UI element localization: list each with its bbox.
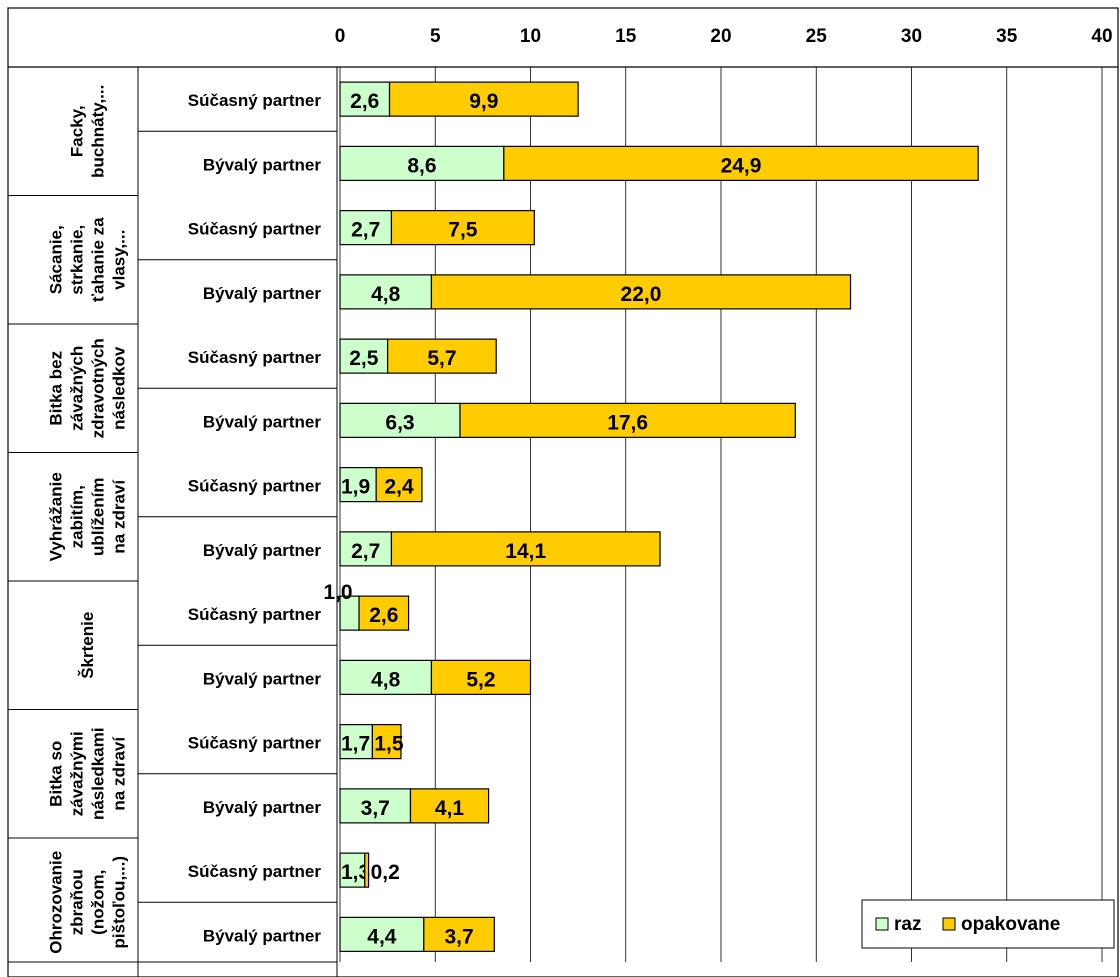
bar-segment-opakovane bbox=[423, 916, 495, 952]
x-tick-label: 0 bbox=[335, 26, 346, 47]
x-tick-label: 15 bbox=[615, 26, 637, 47]
bar-segment-raz bbox=[339, 531, 393, 567]
bar-segment-opakovane bbox=[503, 145, 979, 181]
data-label-raz: 1,0 bbox=[323, 581, 352, 604]
data-label-raz: 4,8 bbox=[371, 668, 401, 691]
data-label-raz: 4,8 bbox=[371, 283, 401, 306]
bar-segment-opakovane bbox=[390, 531, 661, 567]
category-label: Súčasný partner bbox=[188, 734, 322, 753]
bar-segment-raz bbox=[339, 467, 377, 503]
bar-segment-raz bbox=[339, 659, 433, 695]
category-label: Bývalý partner bbox=[203, 155, 321, 174]
bar-segment-opakovane bbox=[430, 274, 852, 310]
x-tick-label: 10 bbox=[520, 26, 541, 47]
data-label-opakovane: 9,9 bbox=[469, 90, 498, 113]
category-label: Súčasný partner bbox=[188, 605, 322, 624]
category-label: Bývalý partner bbox=[203, 798, 321, 817]
x-tick-label: 20 bbox=[710, 26, 731, 47]
data-label-raz: 1,9 bbox=[341, 476, 370, 499]
data-label-raz: 2,6 bbox=[350, 90, 379, 113]
category-label: Bývalý partner bbox=[203, 284, 321, 303]
bar-segment-opakovane bbox=[388, 81, 579, 117]
data-label-opakovane: 17,6 bbox=[607, 411, 648, 434]
data-label-opakovane: 0,2 bbox=[371, 861, 400, 884]
x-tick-label: 25 bbox=[806, 26, 828, 47]
bar-segment-raz bbox=[339, 210, 393, 246]
bars: 2,6 9,9 8,6 24,9 2,7 7,5 4,8 22,0 2,5 5,7 6,3 17,6 1… bbox=[323, 81, 979, 952]
category-label: Súčasný partner bbox=[188, 862, 322, 881]
bar-segment-opakovane bbox=[390, 210, 535, 246]
bar-segment-raz bbox=[339, 852, 366, 888]
data-label-opakovane: 22,0 bbox=[621, 283, 662, 306]
data-label-opakovane: 5,7 bbox=[427, 347, 456, 370]
legend-box bbox=[861, 899, 1115, 949]
category-labels: Súčasný partner Bývalý partner Súčasný par… bbox=[188, 91, 322, 945]
data-label-opakovane: 3,7 bbox=[444, 925, 473, 948]
data-label-raz: 1,3 bbox=[341, 861, 370, 884]
x-tick-label: 40 bbox=[1091, 26, 1112, 47]
data-label-opakovane: 2,6 bbox=[369, 604, 398, 627]
category-label: Bývalý partner bbox=[203, 412, 321, 431]
bar-segment-raz bbox=[339, 338, 389, 374]
bar-segment-raz bbox=[339, 402, 461, 438]
bar-segment-opakovane bbox=[387, 338, 497, 374]
category-label: Bývalý partner bbox=[203, 926, 321, 945]
data-label-opakovane: 1,5 bbox=[374, 733, 404, 756]
data-label-raz: 3,7 bbox=[361, 797, 390, 820]
group-label: Vyhrážanie zabitím, ublížením na zdraví bbox=[47, 472, 129, 561]
group-label: Škrtenie bbox=[78, 612, 97, 679]
data-label-opakovane: 7,5 bbox=[448, 219, 478, 242]
category-label: Bývalý partner bbox=[203, 669, 321, 688]
data-label-opakovane: 5,2 bbox=[466, 668, 495, 691]
category-label: Súčasný partner bbox=[188, 91, 322, 110]
table-frame bbox=[7, 7, 1119, 977]
data-label-raz: 2,5 bbox=[349, 347, 379, 370]
bar-segment-opakovane bbox=[375, 467, 423, 503]
bar-segment-opakovane bbox=[358, 595, 410, 631]
bar-segment-opakovane bbox=[459, 402, 796, 438]
x-axis-tick-labels: 0 5 10 15 20 25 30 35 40 bbox=[335, 26, 1113, 47]
data-label-raz: 2,7 bbox=[351, 540, 380, 563]
bar-segment-raz bbox=[339, 788, 412, 824]
bar-segment-opakovane bbox=[364, 852, 370, 888]
data-label-opakovane: 14,1 bbox=[505, 540, 546, 563]
data-label-raz: 4,4 bbox=[367, 925, 397, 948]
bar-segment-opakovane bbox=[409, 788, 490, 824]
legend: raz opakovane bbox=[861, 899, 1115, 949]
data-label-raz: 6,3 bbox=[385, 411, 414, 434]
category-label: Súčasný partner bbox=[188, 348, 322, 367]
legend-label: raz bbox=[894, 914, 921, 935]
category-label: Bývalý partner bbox=[203, 541, 321, 560]
legend-swatch bbox=[942, 917, 956, 931]
data-label-raz: 8,6 bbox=[407, 154, 436, 177]
data-label-raz: 1,7 bbox=[341, 733, 370, 756]
group-label: Ohrozovanie zbraňou (nožom, pištoľou,...) bbox=[47, 851, 129, 954]
bar-segment-raz bbox=[339, 145, 505, 181]
group-label: Sácanie, strkanie, ťahanie za vlasy,... bbox=[47, 217, 129, 302]
group-labels: Facky, buchnáty,... Sácanie, strkanie, ťahan… bbox=[47, 85, 129, 954]
group-label: Bitka bez závažných zdravotných následkov bbox=[47, 338, 129, 438]
legend-label: opakovane bbox=[961, 914, 1060, 935]
grid-lines bbox=[339, 67, 1103, 962]
bar-segment-raz bbox=[339, 916, 425, 952]
bar-segment-opakovane bbox=[430, 659, 532, 695]
x-tick-label: 30 bbox=[901, 26, 922, 47]
group-label: Facky, buchnáty,... bbox=[68, 85, 108, 178]
data-label-opakovane: 4,1 bbox=[435, 797, 465, 820]
bar-segment-opakovane bbox=[371, 724, 402, 760]
bar-segment-raz bbox=[339, 274, 433, 310]
legend-swatch bbox=[875, 917, 889, 931]
x-tick-label: 35 bbox=[996, 26, 1018, 47]
data-label-opakovane: 24,9 bbox=[721, 154, 762, 177]
data-label-raz: 2,7 bbox=[351, 219, 380, 242]
outer-border bbox=[7, 7, 1119, 977]
group-label: Bitka so závažnými následkami na zdraví bbox=[47, 727, 129, 820]
category-label: Súčasný partner bbox=[188, 477, 322, 496]
data-label-opakovane: 2,4 bbox=[384, 476, 414, 499]
category-label: Súčasný partner bbox=[188, 220, 322, 239]
x-tick-label: 5 bbox=[430, 26, 441, 47]
